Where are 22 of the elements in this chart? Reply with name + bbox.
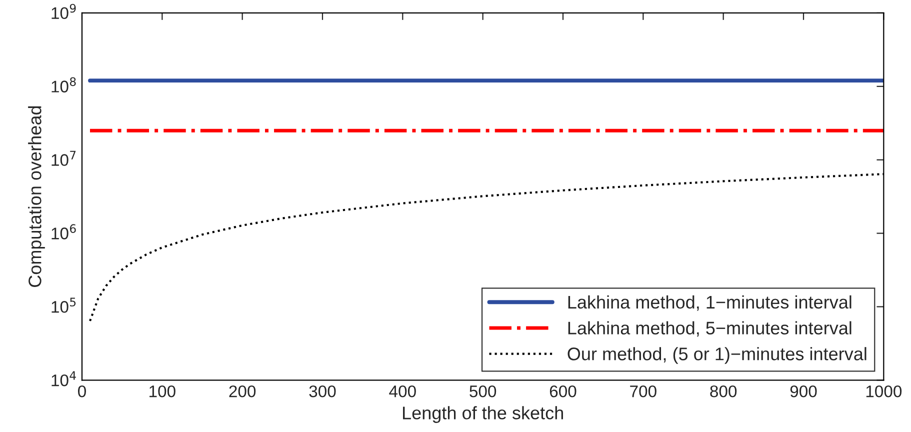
x-tick-label: 900 [790,385,817,398]
legend-label: Our method, (5 or 1)−minutes interval [568,347,866,364]
x-tick-label: 500 [470,385,496,398]
x-tick-label: 300 [309,385,336,398]
y-tick-label: 10$^{8}$ [52,77,76,92]
x-tick-label: 700 [630,385,656,398]
y-tick-label: 10$^{4}$ [52,371,76,386]
y-tick-label: 10$^{6}$ [52,224,76,240]
x-tick-label: 400 [389,385,416,398]
x-tick-label: 200 [229,385,256,398]
y-axis-title: Computation overhead [28,106,45,287]
x-tick-label: 0 [78,385,86,398]
x-tick-label: 800 [710,385,737,398]
x-tick-label: 100 [150,385,176,398]
legend-label: Lakhina method, 1−minutes interval [568,295,852,311]
y-tick-label: 10$^{5}$ [52,298,76,313]
y-tick-label: 10$^{7}$ [52,150,76,166]
y-tick-label: 10$^{9}$ [52,4,76,20]
x-tick-label: 600 [550,385,576,398]
legend-label: Lakhina method, 5−minutes interval [568,321,852,337]
x-axis-title: Length of the sketch [403,406,563,423]
x-tick-label: 1000 [866,385,902,398]
